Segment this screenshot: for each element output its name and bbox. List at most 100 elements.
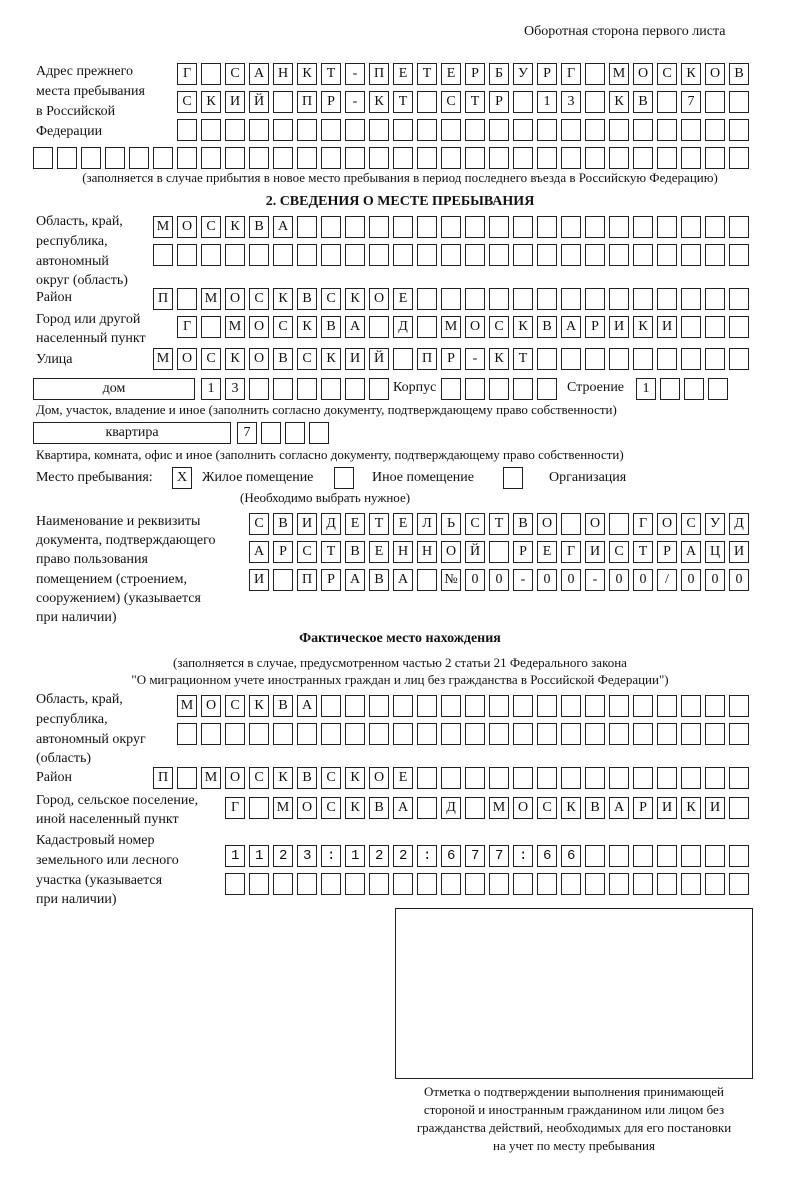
char-cell[interactable] <box>684 378 704 400</box>
char-cell[interactable]: А <box>297 695 317 717</box>
char-cell[interactable] <box>417 873 437 895</box>
char-cell[interactable] <box>609 288 629 310</box>
char-cell[interactable]: М <box>273 797 293 819</box>
char-cell[interactable] <box>225 845 245 867</box>
char-cell[interactable]: С <box>297 348 317 370</box>
char-cell[interactable] <box>465 695 485 717</box>
char-cell[interactable]: А <box>345 569 365 591</box>
char-cell[interactable]: В <box>345 541 365 563</box>
char-cell[interactable]: О <box>177 216 197 238</box>
char-cell[interactable]: О <box>225 767 245 789</box>
char-cell[interactable]: О <box>537 513 557 535</box>
char-cell[interactable] <box>297 873 317 895</box>
char-cell[interactable]: О <box>585 513 605 535</box>
char-cell[interactable] <box>321 216 341 238</box>
char-cell[interactable] <box>465 244 485 266</box>
char-cell[interactable] <box>465 845 485 867</box>
char-cell[interactable] <box>513 845 533 867</box>
char-cell[interactable] <box>201 723 221 745</box>
char-cell[interactable] <box>81 147 101 169</box>
char-cell[interactable] <box>393 147 413 169</box>
char-cell[interactable]: О <box>225 288 245 310</box>
char-cell[interactable] <box>393 216 413 238</box>
char-cell[interactable] <box>585 723 605 745</box>
char-cell[interactable]: О <box>369 288 389 310</box>
char-cell[interactable]: Н <box>393 541 413 563</box>
char-cell[interactable]: Ь <box>441 513 461 535</box>
char-cell[interactable]: П <box>153 767 173 789</box>
char-cell[interactable]: О <box>249 316 269 338</box>
char-cell[interactable] <box>585 845 605 867</box>
option-other-checkbox[interactable] <box>334 467 354 489</box>
char-cell[interactable]: П <box>153 288 173 310</box>
char-cell[interactable]: С <box>177 91 197 113</box>
char-cell[interactable]: И <box>657 797 677 819</box>
char-cell[interactable]: К <box>225 348 245 370</box>
char-cell[interactable] <box>297 216 317 238</box>
char-cell[interactable]: - <box>585 569 605 591</box>
char-cell[interactable] <box>345 723 365 745</box>
char-cell[interactable] <box>585 63 605 85</box>
char-cell[interactable] <box>609 119 629 141</box>
char-cell[interactable]: М <box>225 316 245 338</box>
char-cell[interactable] <box>369 244 389 266</box>
char-cell[interactable] <box>657 216 677 238</box>
char-cell[interactable]: 0 <box>537 569 557 591</box>
char-cell[interactable]: Е <box>441 63 461 85</box>
char-cell[interactable] <box>417 845 437 867</box>
char-cell[interactable] <box>681 316 701 338</box>
char-cell[interactable]: О <box>441 541 461 563</box>
char-cell[interactable] <box>537 695 557 717</box>
char-cell[interactable] <box>537 147 557 169</box>
doc-row-3[interactable]: И П Р А В А № 0 0-0 0-0 0/0 0 0 <box>249 569 749 591</box>
char-cell[interactable] <box>681 216 701 238</box>
char-cell[interactable]: К <box>249 695 269 717</box>
char-cell[interactable] <box>633 147 653 169</box>
char-cell[interactable] <box>513 767 533 789</box>
char-cell[interactable]: В <box>729 63 749 85</box>
char-cell[interactable]: Р <box>633 797 653 819</box>
char-cell[interactable] <box>225 723 245 745</box>
char-cell[interactable]: Г <box>225 797 245 819</box>
char-cell[interactable]: С <box>225 63 245 85</box>
char-cell[interactable] <box>729 767 749 789</box>
char-cell[interactable]: М <box>441 316 461 338</box>
char-cell[interactable] <box>705 147 725 169</box>
char-cell[interactable]: Т <box>489 513 509 535</box>
char-cell[interactable]: 0 <box>729 569 749 591</box>
char-cell[interactable] <box>657 288 677 310</box>
char-cell[interactable] <box>417 767 437 789</box>
char-cell[interactable] <box>321 695 341 717</box>
char-cell[interactable] <box>489 216 509 238</box>
char-cell[interactable]: С <box>201 348 221 370</box>
char-cell[interactable] <box>249 378 269 400</box>
char-cell[interactable]: Р <box>465 63 485 85</box>
char-cell[interactable] <box>309 422 329 444</box>
char-cell[interactable] <box>201 316 221 338</box>
char-cell[interactable]: С <box>201 216 221 238</box>
char-cell[interactable] <box>681 147 701 169</box>
char-cell[interactable] <box>729 695 749 717</box>
char-cell[interactable] <box>681 873 701 895</box>
char-cell[interactable]: Р <box>585 316 605 338</box>
char-cell[interactable] <box>345 119 365 141</box>
char-cell[interactable] <box>708 378 728 400</box>
char-cell[interactable] <box>513 723 533 745</box>
char-cell[interactable]: В <box>537 316 557 338</box>
char-cell[interactable] <box>513 378 533 400</box>
char-cell[interactable] <box>201 147 221 169</box>
char-cell[interactable] <box>345 873 365 895</box>
char-cell[interactable]: Е <box>393 767 413 789</box>
char-cell[interactable]: И <box>729 541 749 563</box>
char-cell[interactable]: И <box>249 569 269 591</box>
char-cell[interactable] <box>345 244 365 266</box>
char-cell[interactable] <box>393 244 413 266</box>
char-cell[interactable] <box>729 91 749 113</box>
char-cell[interactable] <box>657 119 677 141</box>
char-cell[interactable]: 0 <box>465 569 485 591</box>
char-cell[interactable]: С <box>465 513 485 535</box>
char-cell[interactable]: П <box>417 348 437 370</box>
